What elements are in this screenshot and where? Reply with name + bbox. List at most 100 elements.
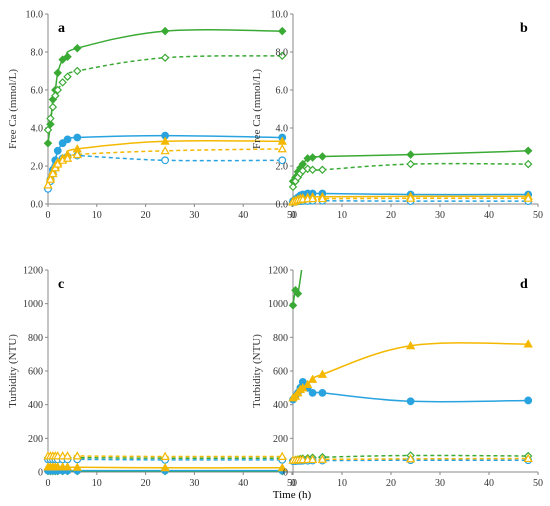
panel-letter: b: [520, 21, 528, 36]
y-tick-label: 400: [28, 400, 43, 411]
x-tick-label: 30: [189, 478, 199, 489]
data-point-orange: [62, 451, 73, 460]
data-point-orange: [523, 453, 533, 463]
y-tick-label: 0.0: [31, 200, 44, 211]
data-point-orange: [303, 379, 313, 388]
data-point-green: [63, 72, 72, 81]
data-point-green: [73, 66, 82, 76]
x-tick-label: 10: [337, 210, 347, 221]
y-tick-label: 0: [283, 468, 288, 479]
y-tick-label: 6.0: [276, 86, 289, 97]
data-point-blue: [161, 156, 170, 165]
y-tick-label: 4.0: [276, 124, 289, 135]
data-point-green: [277, 26, 287, 36]
x-tick-label: 30: [435, 210, 445, 221]
x-tick-label: 40: [484, 478, 494, 489]
data-point-green: [160, 53, 170, 62]
data-point-orange: [307, 454, 318, 464]
x-tick-label: 50: [533, 478, 543, 489]
data-point-green: [308, 165, 317, 175]
x-tick-label: 10: [92, 210, 102, 221]
y-tick-label: 800: [28, 333, 43, 344]
data-point-orange: [72, 149, 82, 159]
y-tick-label: 1000: [268, 299, 288, 310]
panel-letter: a: [58, 21, 65, 36]
plot-area: [43, 451, 287, 476]
data-point-orange: [523, 193, 533, 202]
y-tick-label: 6.0: [31, 86, 44, 97]
y-tick-label: 1200: [268, 266, 288, 277]
series-line-green-solid: [292, 270, 303, 306]
y-tick-label: 10.0: [26, 10, 44, 21]
data-point-orange: [160, 136, 170, 145]
data-point-green: [43, 138, 53, 148]
x-tick-label: 50: [287, 478, 297, 489]
panel-letter: d: [520, 277, 528, 292]
data-point-green: [53, 68, 63, 78]
data-point-green: [73, 43, 82, 53]
data-point-orange: [523, 339, 533, 348]
y-tick-label: 200: [273, 434, 288, 445]
y-tick-label: 600: [273, 367, 288, 378]
data-point-orange: [160, 462, 170, 472]
series-line-orange-dashed: [47, 148, 283, 186]
data-point-orange: [307, 193, 318, 203]
y-tick-label: 8.0: [276, 48, 289, 59]
x-tick-label: 0: [291, 478, 296, 489]
data-point-orange: [62, 153, 73, 162]
plot-area: [43, 26, 287, 193]
data-point-green: [51, 91, 60, 100]
data-point-green: [308, 153, 317, 162]
data-point-blue: [63, 135, 72, 144]
x-tick-label: 50: [287, 210, 297, 221]
data-point-orange: [43, 180, 53, 189]
panels: 0.0 2.0 4.0 6.0 8.0 10.0 0 10 20 30 40 50 Free Ca (m…: [7, 10, 543, 490]
y-tick-label: 2.0: [31, 162, 44, 173]
panel-letter: c: [58, 277, 64, 292]
data-point-green: [46, 114, 55, 123]
x-tick-label: 20: [386, 478, 396, 489]
data-point-green: [63, 52, 72, 61]
data-point-green: [48, 102, 58, 112]
plot-area: [288, 258, 533, 465]
x-tick-label: 50: [533, 210, 543, 221]
panel-a: 0.0 2.0 4.0 6.0 8.0 10.0 0 10 20 30 40 50 Free Ca (m…: [7, 10, 297, 222]
y-tick-label: 200: [28, 434, 43, 445]
data-point-orange: [160, 451, 170, 460]
x-tick-label: 0: [46, 210, 51, 221]
data-point-orange: [405, 454, 416, 463]
data-point-green: [318, 165, 327, 175]
x-tick-label: 10: [337, 478, 347, 489]
y-tick-label: 2.0: [276, 162, 289, 173]
x-tick-label: 0: [46, 478, 51, 489]
data-point-green: [299, 258, 306, 265]
data-point-green: [58, 55, 67, 64]
data-point-green: [288, 182, 298, 192]
y-axis-label: Free Ca (mmol/L): [7, 69, 19, 149]
data-point-blue: [53, 146, 62, 155]
data-point-orange: [277, 462, 287, 472]
y-axis-label: Turbidity (NTU): [251, 334, 263, 408]
data-point-orange: [72, 462, 82, 471]
panel-d: 0 200 400 600 800 1000 1200 0 10 20 30 40 50 Turbidit…: [251, 258, 543, 490]
data-point-blue: [318, 388, 327, 397]
x-tick-label: 20: [141, 478, 151, 489]
data-point-orange: [317, 193, 328, 203]
data-point-orange: [405, 340, 416, 350]
y-tick-label: 800: [273, 333, 288, 344]
data-point-orange: [45, 174, 56, 183]
y-tick-label: 1000: [23, 299, 43, 310]
data-point-green: [46, 119, 55, 129]
series-line-orange-solid: [292, 342, 529, 399]
x-tick-label: 0: [291, 210, 296, 221]
data-point-green: [43, 125, 53, 135]
data-point-green: [523, 146, 533, 156]
x-tick-label: 30: [189, 210, 199, 221]
data-point-orange: [277, 451, 287, 460]
data-point-green: [277, 51, 287, 61]
series-line-blue-dashed: [47, 154, 283, 190]
data-point-green: [160, 26, 170, 36]
data-point-green: [318, 152, 327, 161]
data-point-blue: [73, 133, 82, 142]
data-point-green: [288, 301, 298, 310]
